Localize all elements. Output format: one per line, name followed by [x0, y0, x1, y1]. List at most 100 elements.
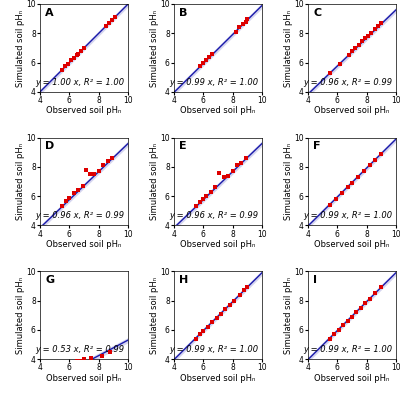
Point: [206, 53, 212, 60]
Point: [362, 300, 368, 306]
Point: [70, 359, 77, 365]
Point: [193, 336, 199, 342]
Point: [378, 150, 384, 157]
Point: [368, 30, 374, 36]
Text: G: G: [45, 275, 54, 285]
Point: [112, 14, 118, 20]
Point: [197, 62, 204, 69]
Point: [235, 24, 242, 31]
Point: [337, 61, 343, 67]
Text: A: A: [45, 8, 54, 18]
Point: [75, 187, 81, 194]
X-axis label: Observed soil pHₙ: Observed soil pHₙ: [180, 107, 256, 115]
X-axis label: Observed soil pHₙ: Observed soil pHₙ: [46, 240, 122, 249]
Point: [230, 168, 236, 174]
Point: [56, 365, 62, 371]
Y-axis label: Simulated soil pHₙ: Simulated soil pHₙ: [284, 277, 293, 354]
X-axis label: Observed soil pHₙ: Observed soil pHₙ: [180, 240, 256, 249]
Point: [59, 67, 65, 73]
Point: [346, 52, 352, 59]
Point: [75, 51, 81, 57]
Text: y = 0.99 x, R² = 1.00: y = 0.99 x, R² = 1.00: [170, 345, 258, 354]
Point: [344, 318, 351, 324]
Point: [203, 57, 210, 63]
Point: [221, 174, 227, 180]
Point: [218, 310, 224, 317]
Text: I: I: [313, 275, 317, 285]
Point: [375, 23, 382, 29]
Point: [70, 55, 77, 61]
X-axis label: Observed soil pHₙ: Observed soil pHₙ: [46, 373, 122, 383]
Text: H: H: [179, 275, 188, 285]
Point: [209, 319, 215, 326]
X-axis label: Observed soil pHₙ: Observed soil pHₙ: [314, 373, 390, 383]
Point: [222, 306, 228, 312]
Point: [63, 198, 70, 204]
Point: [353, 309, 360, 316]
Point: [331, 331, 338, 338]
Point: [78, 47, 84, 54]
Point: [366, 162, 373, 169]
Point: [109, 155, 115, 161]
X-axis label: Observed soil pHₙ: Observed soil pHₙ: [46, 107, 122, 115]
Point: [104, 158, 111, 164]
Text: E: E: [179, 141, 187, 151]
Y-axis label: Simulated soil pHₙ: Simulated soil pHₙ: [284, 10, 293, 87]
Point: [234, 162, 240, 169]
Point: [225, 172, 232, 179]
Point: [68, 57, 74, 63]
Point: [66, 194, 72, 201]
Point: [74, 52, 80, 59]
Point: [78, 358, 84, 364]
Point: [332, 196, 339, 202]
Point: [372, 26, 379, 32]
Point: [204, 324, 211, 330]
Point: [356, 42, 362, 48]
Point: [98, 353, 105, 359]
Point: [200, 196, 206, 202]
Point: [100, 162, 106, 169]
Point: [336, 327, 342, 333]
X-axis label: Observed soil pHₙ: Observed soil pHₙ: [314, 107, 390, 115]
Point: [212, 184, 218, 191]
Point: [231, 297, 237, 304]
Y-axis label: Simulated soil pHₙ: Simulated soil pHₙ: [16, 10, 25, 87]
Text: F: F: [313, 141, 321, 151]
Point: [107, 349, 114, 355]
Point: [88, 354, 95, 361]
Point: [244, 284, 250, 290]
Point: [62, 62, 68, 69]
Point: [372, 156, 379, 163]
Point: [209, 51, 215, 57]
Text: y = 0.96 x, R² = 0.99: y = 0.96 x, R² = 0.99: [303, 78, 392, 87]
Point: [96, 168, 102, 174]
Text: y = 0.96 x, R² = 0.99: y = 0.96 x, R² = 0.99: [170, 211, 258, 220]
Text: y = 1.00 x, R² = 1.00: y = 1.00 x, R² = 1.00: [36, 78, 124, 87]
Point: [203, 193, 210, 200]
Point: [81, 356, 87, 362]
Point: [216, 170, 223, 176]
Point: [362, 34, 368, 41]
Point: [197, 331, 204, 338]
Text: y = 0.96 x, R² = 0.99: y = 0.96 x, R² = 0.99: [36, 211, 124, 220]
Point: [65, 61, 71, 67]
Y-axis label: Simulated soil pHₙ: Simulated soil pHₙ: [150, 143, 159, 220]
Point: [103, 23, 109, 29]
Point: [213, 315, 220, 321]
Point: [81, 45, 87, 51]
Point: [340, 322, 346, 329]
Y-axis label: Simulated soil pHₙ: Simulated soil pHₙ: [16, 277, 25, 354]
Point: [366, 296, 373, 302]
Y-axis label: Simulated soil pHₙ: Simulated soil pHₙ: [150, 10, 159, 87]
Point: [91, 171, 98, 178]
Point: [372, 290, 379, 296]
Point: [327, 336, 333, 342]
Point: [238, 159, 245, 166]
Point: [244, 16, 250, 22]
Point: [349, 47, 355, 54]
Point: [197, 199, 204, 205]
Point: [109, 17, 115, 23]
Text: B: B: [179, 8, 188, 18]
Point: [365, 33, 371, 40]
Y-axis label: Simulated soil pHₙ: Simulated soil pHₙ: [16, 143, 25, 220]
